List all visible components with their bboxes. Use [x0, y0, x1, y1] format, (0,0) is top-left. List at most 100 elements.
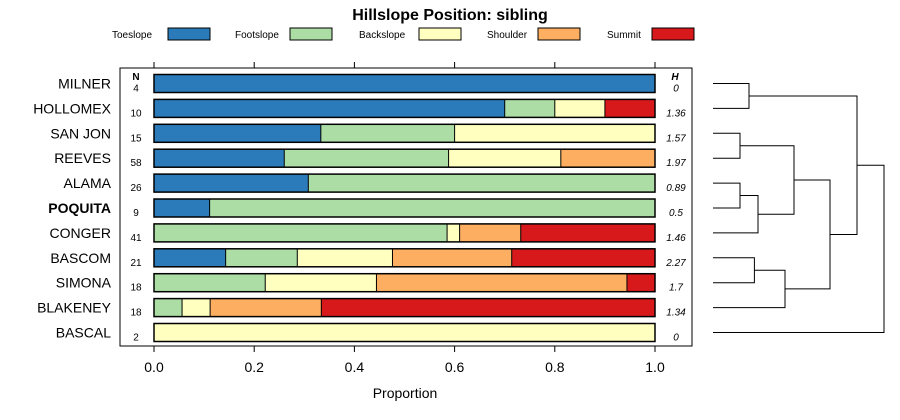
bar-san-jon-footslope: [320, 124, 455, 143]
legend-swatch-toeslope: [167, 27, 211, 41]
legend-label-summit: Summit: [607, 30, 641, 41]
bar-hollomex-toeslope: [154, 99, 505, 118]
h-value-hollomex: 1.36: [666, 108, 686, 119]
n-value-reeves: 58: [130, 158, 142, 169]
dendrogram-link-8: [749, 95, 858, 235]
dendrogram-link-6: [713, 269, 786, 309]
dendrogram-link-2: [713, 182, 741, 209]
bar-outline-bascom: [153, 248, 656, 268]
dendrogram-link-7: [785, 179, 831, 290]
n-header: N: [132, 72, 139, 83]
row-bascal: BASCAL 2 0: [56, 322, 679, 344]
tick-label-3: 0.6: [445, 359, 465, 375]
bar-reeves-toeslope: [154, 149, 285, 168]
row-label-reeves: REEVES: [54, 150, 111, 166]
bar-conger-shoulder: [459, 223, 521, 242]
row-alama: ALAMA 26 0.89: [64, 173, 686, 194]
h-value-milner: 0: [673, 84, 679, 95]
bar-blakeney-shoulder: [210, 298, 322, 317]
bar-hollomex-summit: [604, 99, 655, 118]
bar-outline-simona: [153, 272, 656, 293]
bar-outline-alama: [153, 173, 656, 193]
bar-conger-footslope: [154, 223, 448, 242]
bar-reeves-footslope: [284, 149, 449, 168]
bar-outline-reeves: [153, 148, 656, 168]
n-value-milner: 4: [133, 84, 139, 95]
n-value-poquita: 9: [133, 208, 139, 219]
row-label-poquita: POQUITA: [48, 200, 111, 216]
tick-label-2: 0.4: [345, 359, 365, 375]
plot-frame: [119, 67, 693, 347]
row-milner: MILNER 4 0: [58, 73, 679, 95]
bar-bascom-summit: [511, 248, 655, 267]
row-label-bascom: BASCOM: [50, 250, 111, 266]
bar-poquita-footslope: [209, 199, 655, 217]
bar-alama-footslope: [308, 174, 655, 193]
n-value-bascal: 2: [133, 333, 139, 344]
dendrogram-link-1: [713, 132, 741, 159]
h-value-alama: 0.89: [666, 183, 686, 194]
dendrogram-link-4: [740, 145, 795, 215]
row-label-blakeney: BLAKENEY: [37, 300, 112, 316]
legend-label-toeslope: Toeslope: [112, 30, 152, 41]
bar-hollomex-footslope: [504, 99, 555, 118]
row-poquita: POQUITA 9 0.5: [48, 198, 683, 219]
bar-simona-backslope: [265, 273, 377, 292]
row-hollomex: HOLLOMEX 10 1.36: [33, 98, 686, 119]
bar-simona-summit: [626, 273, 655, 292]
n-value-san-jon: 15: [130, 133, 142, 144]
bar-outline-poquita: [153, 198, 656, 218]
n-value-conger: 41: [130, 233, 142, 244]
bar-reeves-shoulder: [560, 149, 655, 168]
bar-bascom-footslope: [225, 248, 298, 267]
bar-rows: MILNER 4 0 HOLLOMEX 10 1.36 SAN JON 15 1.57 REEVE…: [33, 73, 686, 344]
row-simona: SIMONA 18 1.7: [56, 272, 683, 294]
bar-bascom-shoulder: [392, 248, 512, 267]
bar-outline-san-jon: [153, 123, 656, 144]
bar-outline-conger: [153, 223, 656, 243]
h-value-bascal: 0: [673, 333, 679, 344]
bar-blakeney-footslope: [154, 298, 183, 317]
tick-label-5: 1.0: [645, 359, 665, 375]
chart-title: Hillslope Position: sibling: [352, 7, 548, 24]
legend-label-shoulder: Shoulder: [487, 30, 528, 41]
h-value-simona: 1.7: [669, 283, 683, 294]
bar-alama-toeslope: [154, 174, 309, 193]
bar-outline-bascal: [153, 322, 656, 343]
tick-label-4: 0.8: [545, 359, 565, 375]
n-value-simona: 18: [130, 283, 142, 294]
h-header: H: [671, 72, 679, 83]
dendrogram-link-0: [713, 83, 750, 109]
dendrogram-link-5: [713, 257, 755, 284]
row-label-hollomex: HOLLOMEX: [33, 100, 111, 116]
x-axis: 0.0 0.2 0.4 0.6 0.8 1.0: [144, 62, 665, 375]
row-conger: CONGER 41 1.46: [50, 223, 686, 244]
tick-label-0: 0.0: [144, 359, 164, 375]
bar-reeves-backslope: [448, 149, 561, 168]
bar-bascom-backslope: [297, 248, 393, 267]
row-label-milner: MILNER: [58, 76, 111, 92]
legend-swatch-backslope: [418, 27, 462, 41]
n-value-blakeney: 18: [130, 308, 142, 319]
h-value-san-jon: 1.57: [666, 133, 686, 144]
n-value-alama: 26: [130, 183, 142, 194]
legend-swatch-shoulder: [537, 27, 581, 41]
legend-label-footslope: Footslope: [235, 30, 279, 41]
dendrogram: [713, 83, 885, 333]
bar-bascom-toeslope: [154, 248, 226, 267]
legend-swatch-summit: [651, 27, 695, 41]
bar-blakeney-summit: [321, 298, 655, 317]
row-blakeney: BLAKENEY 18 1.34: [37, 297, 686, 319]
bar-blakeney-backslope: [182, 298, 211, 317]
bar-conger-summit: [520, 223, 655, 242]
row-label-san-jon: SAN JON: [50, 125, 111, 141]
bar-outline-hollomex: [153, 98, 656, 119]
bar-conger-backslope: [447, 223, 460, 242]
h-value-poquita: 0.5: [669, 208, 683, 219]
x-axis-title: Proportion: [373, 385, 438, 401]
bar-outline-milner: [153, 73, 656, 94]
row-label-simona: SIMONA: [56, 275, 112, 291]
bar-simona-shoulder: [376, 273, 627, 292]
bar-san-jon-backslope: [454, 124, 655, 143]
h-value-blakeney: 1.34: [666, 308, 686, 319]
